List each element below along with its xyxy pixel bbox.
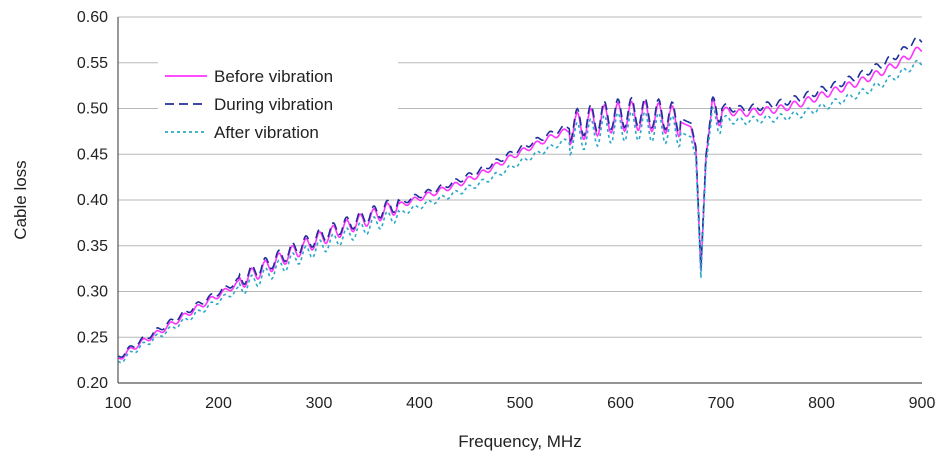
y-tick-label: 0.25 <box>77 329 108 346</box>
y-tick-label: 0.50 <box>77 101 108 118</box>
series-line <box>117 36 923 359</box>
x-tick-label: 200 <box>205 395 232 412</box>
series-line <box>117 46 923 360</box>
y-tick-label: 0.60 <box>77 9 108 26</box>
y-tick-label: 0.45 <box>77 146 108 163</box>
axes <box>117 17 922 384</box>
x-tick-label: 900 <box>909 395 936 412</box>
y-axis-label: Cable loss <box>11 160 30 239</box>
series-line <box>117 59 923 364</box>
legend-label-before: Before vibration <box>214 67 333 86</box>
legend-label-after: After vibration <box>214 123 319 142</box>
x-tick-label: 800 <box>808 395 835 412</box>
y-tick-labels: 0.20 0.25 0.30 0.35 0.40 0.45 0.50 0.55 0.60 <box>77 9 108 392</box>
legend-label-during: During vibration <box>214 95 333 114</box>
legend: Before vibration During vibration After … <box>158 60 398 148</box>
y-tick-label: 0.55 <box>77 55 108 72</box>
series-group <box>117 36 923 364</box>
y-tick-label: 0.20 <box>77 375 108 392</box>
x-tick-label: 500 <box>507 395 534 412</box>
y-tick-label: 0.40 <box>77 192 108 209</box>
x-tick-label: 700 <box>708 395 735 412</box>
x-tick-label: 400 <box>406 395 433 412</box>
x-tick-label: 600 <box>607 395 634 412</box>
x-axis-label: Frequency, MHz <box>458 432 581 451</box>
y-tick-label: 0.30 <box>77 284 108 301</box>
x-tick-label: 100 <box>105 395 132 412</box>
x-tick-label: 300 <box>306 395 333 412</box>
y-tick-label: 0.35 <box>77 238 108 255</box>
x-tick-labels: 100 200 300 400 500 600 700 800 900 <box>105 395 936 412</box>
